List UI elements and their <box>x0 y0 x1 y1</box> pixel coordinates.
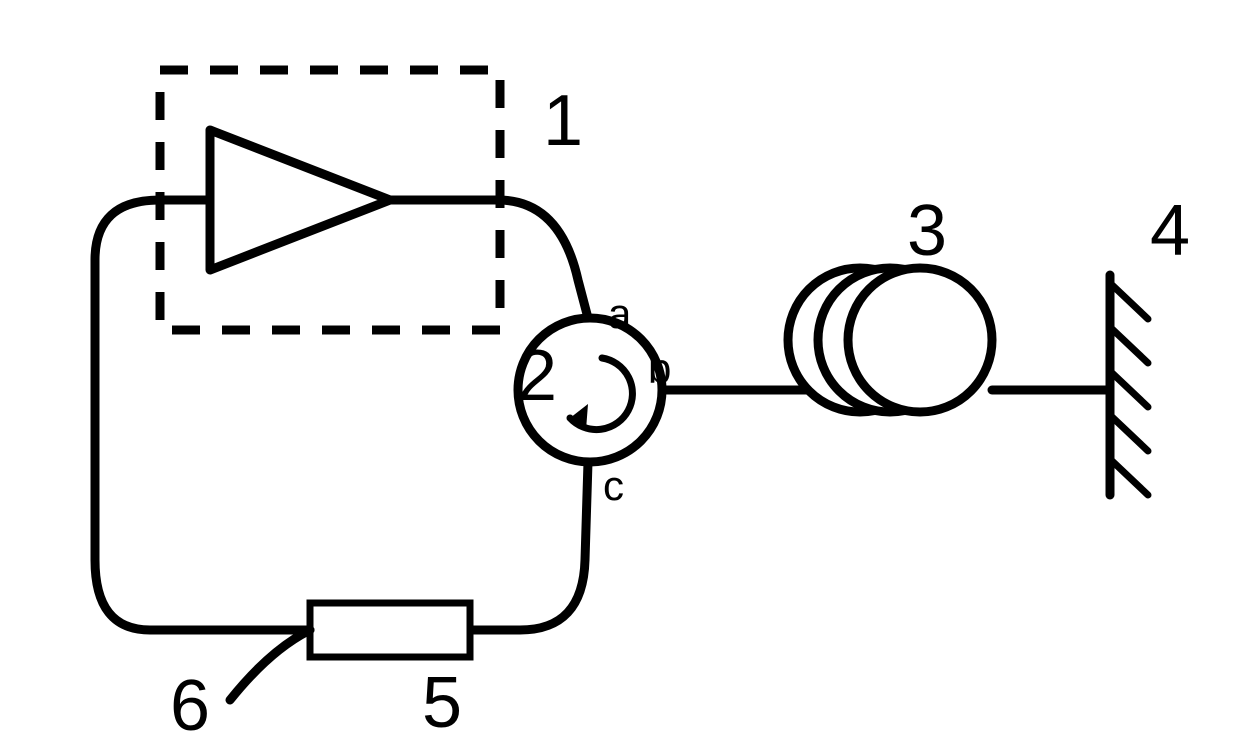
coupler-box-icon <box>310 603 470 657</box>
mirror-hatch-icon <box>1110 283 1148 495</box>
port-label-a: a <box>608 290 631 338</box>
port-label-c: c <box>603 462 624 510</box>
label-4: 4 <box>1150 190 1190 272</box>
wire-amp-to-circulator <box>390 200 588 318</box>
wire-coupler-to-amp <box>95 200 310 630</box>
output-tap-wire <box>230 630 310 700</box>
label-5: 5 <box>422 662 462 744</box>
amplifier-triangle-icon <box>210 130 390 270</box>
label-1: 1 <box>543 80 583 162</box>
label-6: 6 <box>170 665 210 747</box>
label-2: 2 <box>517 335 557 417</box>
label-3: 3 <box>907 190 947 272</box>
port-label-b: b <box>648 345 671 393</box>
wire-circulator-to-coupler <box>470 462 588 630</box>
fiber-coil-ring-1 <box>848 268 992 412</box>
